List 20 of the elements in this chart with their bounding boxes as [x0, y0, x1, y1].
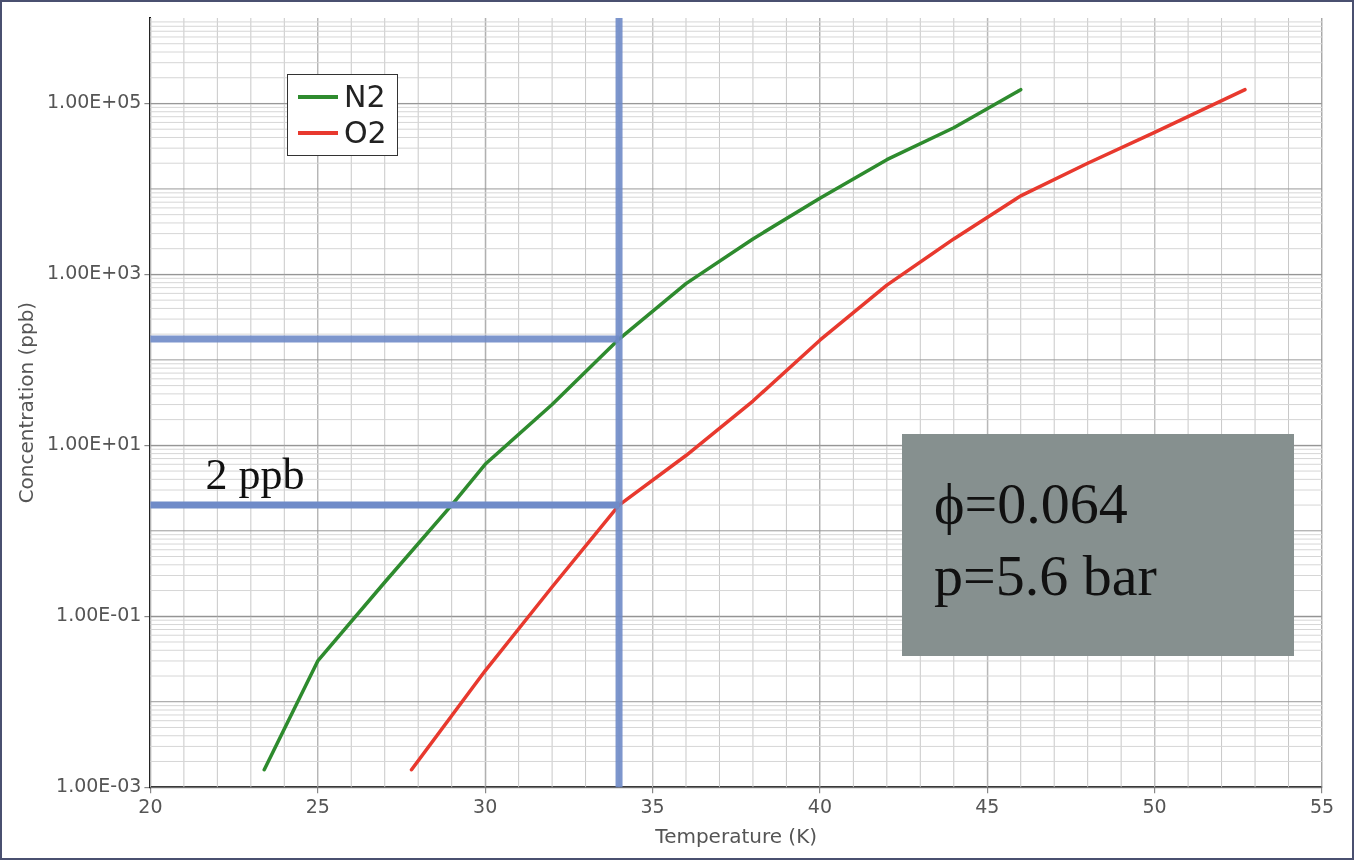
legend-label: N2	[344, 79, 386, 115]
y-axis-title: Concentration (ppb)	[14, 301, 39, 504]
annotation: p=5.6 bar	[934, 542, 1158, 610]
x-tick-label: 25	[305, 794, 330, 817]
y-tick-label: 1.00E-01	[56, 603, 142, 626]
y-tick-label: 1.00E+01	[47, 432, 142, 455]
legend-label: O2	[344, 115, 387, 151]
x-tick-label: 30	[473, 794, 498, 817]
x-tick-label: 45	[975, 794, 1000, 817]
x-tick-label: 50	[1142, 794, 1167, 817]
x-tick-label: 35	[640, 794, 665, 817]
y-tick-label: 1.00E-03	[56, 774, 142, 797]
annotation: ϕ=0.064	[934, 470, 1129, 538]
x-tick-label: 40	[807, 794, 832, 817]
x-tick-label: 55	[1309, 794, 1335, 817]
y-tick-label: 1.00E+05	[47, 90, 142, 113]
x-tick-label: 20	[138, 794, 163, 817]
y-tick-label: 1.00E+03	[47, 261, 142, 284]
x-axis-title: Temperature (K)	[654, 824, 818, 849]
ref-line-label: 2 ppb	[205, 449, 305, 499]
